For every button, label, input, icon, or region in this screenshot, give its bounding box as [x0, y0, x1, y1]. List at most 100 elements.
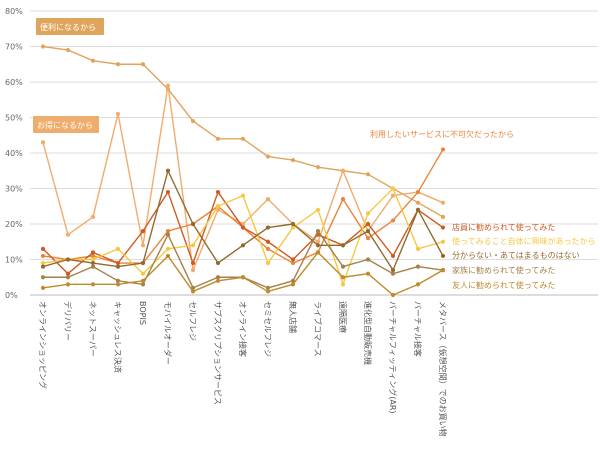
data-point: [190, 118, 196, 124]
data-point: [265, 260, 271, 266]
series-label: 使ってみること自体に興味があったから: [452, 236, 596, 246]
data-point: [115, 62, 121, 67]
data-point: [415, 246, 421, 251]
data-point: [340, 243, 346, 248]
x-tick-label: ネットスーパー: [88, 301, 97, 357]
data-point: [215, 278, 221, 283]
data-point: [415, 189, 421, 195]
data-point: [165, 168, 171, 173]
data-point: [165, 83, 171, 88]
data-point: [90, 250, 96, 255]
data-point: [165, 229, 171, 234]
data-point: [140, 278, 146, 283]
data-point: [390, 271, 396, 276]
data-point: [65, 232, 71, 237]
data-point: [440, 253, 446, 259]
data-point: [190, 260, 196, 266]
x-tick-label: サブスクリプションサービス: [213, 301, 223, 405]
data-point: [40, 285, 46, 290]
data-point: [265, 154, 271, 159]
data-point: [290, 221, 296, 227]
data-point: [365, 236, 371, 241]
data-point: [90, 282, 96, 287]
y-tick-label: 0%: [5, 291, 18, 300]
data-point: [190, 243, 196, 248]
data-point: [390, 292, 396, 298]
x-tick-label: デリバリー: [63, 301, 73, 341]
data-point: [290, 260, 296, 266]
data-point: [390, 186, 396, 191]
data-point: [440, 147, 446, 152]
data-point: [240, 243, 246, 248]
data-point: [65, 47, 71, 53]
data-point: [290, 158, 296, 163]
data-point: [315, 165, 321, 170]
data-point: [165, 189, 171, 195]
data-point: [415, 264, 421, 269]
series-label: 分からない・あてはまるものはない: [452, 251, 580, 260]
data-point: [290, 257, 296, 262]
data-point: [115, 246, 121, 251]
data-point: [240, 225, 246, 230]
data-point: [140, 62, 146, 67]
series-line: [42, 191, 444, 275]
x-tick-label: モバイルオーダー: [163, 301, 173, 365]
x-tick-label: オンラインショッピング: [38, 301, 48, 389]
x-tick-label: バーチャルフィッティング(AR): [388, 301, 398, 414]
data-point: [365, 221, 371, 227]
data-point: [40, 140, 46, 145]
data-point: [115, 282, 121, 287]
y-tick-label: 80%: [5, 7, 23, 16]
data-point: [265, 225, 271, 230]
data-point: [90, 264, 96, 269]
data-point: [340, 168, 346, 173]
data-point: [315, 243, 321, 248]
data-point: [440, 200, 446, 205]
data-point: [115, 278, 121, 283]
data-point: [390, 193, 396, 198]
data-point: [65, 271, 71, 276]
series-label: お得になるから: [37, 120, 93, 130]
data-point: [390, 268, 396, 273]
data-point: [390, 253, 396, 259]
data-point: [240, 193, 246, 198]
data-point: [215, 136, 221, 141]
data-point: [365, 271, 371, 276]
data-point: [140, 271, 146, 276]
data-point: [265, 246, 271, 251]
data-point: [140, 243, 146, 248]
x-tick-label: セミセルフレジ: [263, 301, 272, 357]
data-point: [340, 282, 346, 287]
data-point: [290, 282, 296, 287]
data-point: [365, 229, 371, 234]
data-point: [165, 232, 171, 237]
data-point: [365, 211, 371, 216]
x-tick-label: BOPIS: [138, 301, 147, 325]
x-tick-label: セルフレジ: [188, 301, 197, 341]
data-point: [90, 260, 96, 266]
x-tick-label: 無人店舗: [288, 301, 298, 333]
data-point: [140, 260, 146, 266]
y-tick-label: 10%: [5, 256, 23, 265]
x-tick-label: ライブコマース: [313, 301, 323, 357]
x-tick-label: メタバース（仮想空間）でのお買い物: [438, 301, 448, 437]
y-tick-label: 20%: [5, 220, 23, 229]
y-tick-label: 40%: [5, 149, 23, 158]
x-tick-label: 進化型自動販売機: [363, 301, 373, 365]
data-point: [240, 136, 246, 141]
data-point: [40, 264, 46, 269]
data-point: [340, 275, 346, 280]
series-label: 家族に勧められて使ってみた: [452, 265, 555, 275]
data-point: [40, 253, 46, 259]
data-point: [390, 218, 396, 223]
data-point: [265, 239, 271, 244]
data-point: [190, 268, 196, 273]
data-point: [215, 260, 221, 266]
data-point: [315, 207, 321, 212]
series-label-box: [36, 18, 104, 35]
series-label: 便利になるから: [40, 22, 96, 32]
data-point: [315, 250, 321, 255]
data-point: [365, 257, 371, 262]
